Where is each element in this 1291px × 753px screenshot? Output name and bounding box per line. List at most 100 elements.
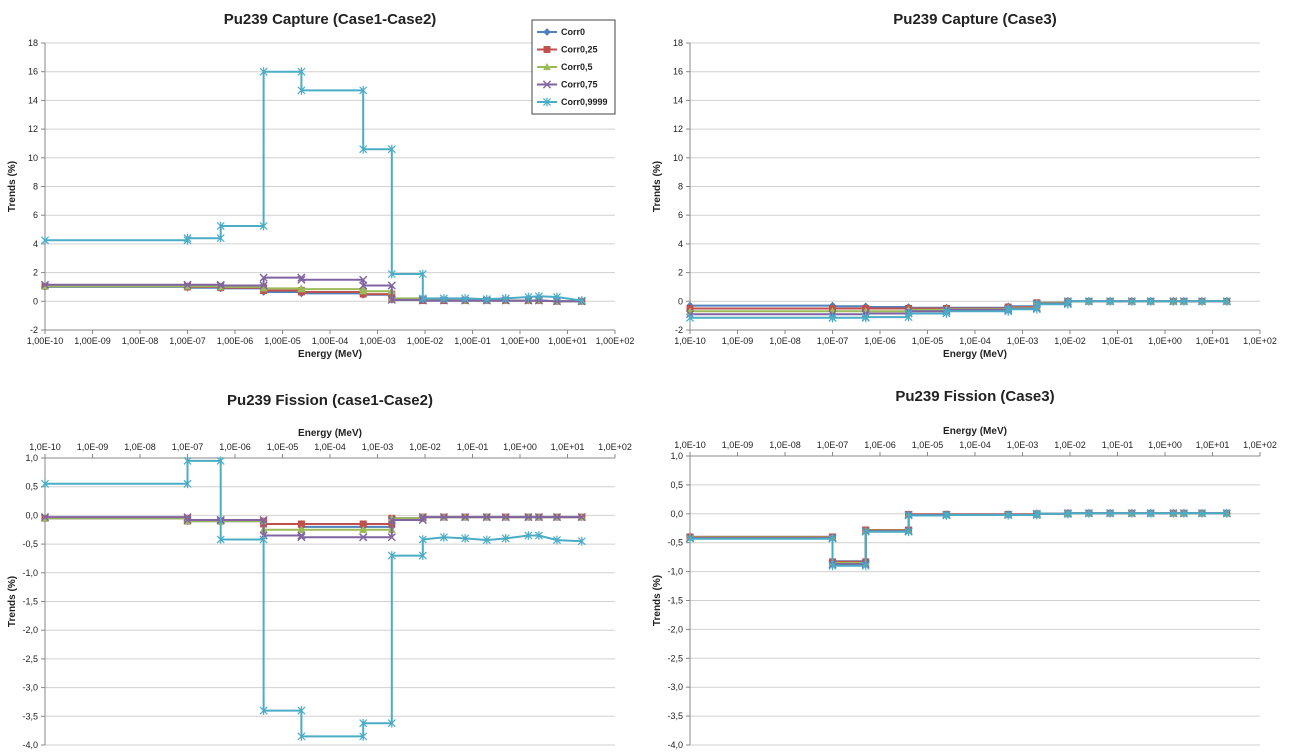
data-point — [439, 513, 448, 522]
data-point — [359, 718, 368, 728]
data-point — [577, 296, 586, 305]
x-tick-label: 1,0E-07 — [817, 336, 849, 346]
x-tick-label: 1,0E-08 — [769, 336, 801, 346]
data-point — [482, 535, 491, 545]
x-tick-label: 1,00E-05 — [264, 336, 301, 346]
chart-title: Pu239 Fission (Case3) — [895, 388, 1054, 405]
legend-label: Corr0,25 — [561, 45, 598, 55]
x-tick-label: 1,0E-07 — [817, 440, 849, 450]
y-tick-label: 12 — [673, 124, 683, 134]
y-tick-label: -0,5 — [667, 538, 683, 548]
x-tick-label: 1,0E+02 — [1243, 336, 1277, 346]
legend-label: Corr0,75 — [561, 80, 598, 90]
data-point — [482, 513, 491, 522]
data-point — [461, 294, 470, 303]
data-point — [534, 531, 543, 540]
series-line — [45, 276, 582, 303]
y-tick-label: 4 — [33, 239, 38, 249]
x-tick-label: 1,0E-05 — [267, 442, 299, 452]
x-tick-label: 1,0E-06 — [219, 442, 251, 452]
data-point — [828, 561, 837, 571]
x-tick-label: 1,0E-01 — [1102, 336, 1134, 346]
data-point — [439, 294, 448, 303]
data-point — [552, 292, 561, 302]
y-tick-label: 0 — [33, 296, 38, 306]
series-Corr0,9999 — [40, 456, 586, 741]
data-point — [1169, 508, 1178, 518]
x-tick-label: 1,0E+02 — [1243, 440, 1277, 450]
x-tick-label: 1,0E-10 — [674, 440, 706, 450]
x-tick-label: 1,00E-01 — [454, 336, 491, 346]
data-point — [904, 527, 913, 537]
y-tick-label: 18 — [673, 38, 683, 48]
series-Corr0,75 — [40, 513, 586, 542]
y-tick-label: 16 — [673, 67, 683, 77]
data-point — [501, 513, 510, 522]
chart-cap12: Pu239 Capture (Case1-Case2) -2 0 2 4 6 8 10 12 14… — [7, 11, 634, 360]
x-tick-label: 1,0E+01 — [1196, 440, 1230, 450]
y-tick-label: 6 — [678, 210, 683, 220]
x-tick-label: 1,0E-05 — [912, 440, 944, 450]
legend-label: Corr0,5 — [561, 62, 593, 72]
data-point — [904, 511, 913, 520]
data-point — [259, 281, 268, 290]
chart-fis3: Pu239 Fission (Case3) -4,0 -3,5 -3,0 -2,5 -2,… — [652, 388, 1277, 750]
y-tick-label: -2,0 — [22, 625, 38, 635]
x-tick-label: 1,0E-06 — [864, 336, 896, 346]
x-tick-label: 1,0E-01 — [457, 442, 489, 452]
data-point — [524, 292, 533, 302]
series-line — [45, 459, 582, 738]
data-point — [1222, 508, 1231, 518]
x-tick-label: 1,0E+00 — [1148, 440, 1182, 450]
data-point — [216, 233, 225, 243]
data-point — [534, 291, 543, 301]
x-tick-label: 1,0E-08 — [769, 440, 801, 450]
data-point — [387, 551, 396, 560]
chart-fis12: Pu239 Fission (case1-Case2) -4,0 -3,5 -3,0 -… — [7, 392, 632, 750]
data-point — [1004, 510, 1013, 520]
x-tick-label: 1,0E-04 — [314, 442, 346, 452]
data-point — [387, 295, 396, 304]
series-Corr0,9999 — [40, 67, 586, 305]
x-tick-label: 1,0E+00 — [1148, 336, 1182, 346]
x-axis-title: Energy (MeV) — [943, 426, 1007, 437]
x-tick-label: 1,00E+01 — [548, 336, 587, 346]
y-tick-label: 0,0 — [25, 510, 38, 520]
data-point — [297, 273, 306, 282]
data-point — [1222, 296, 1231, 306]
y-tick-label: -2,5 — [22, 654, 38, 664]
x-tick-label: 1,00E-08 — [122, 336, 159, 346]
y-axis-title: Trends (%) — [7, 161, 18, 212]
data-point — [297, 525, 306, 533]
y-tick-label: 10 — [28, 153, 38, 163]
data-point — [40, 479, 50, 489]
data-point — [387, 515, 396, 525]
y-tick-label: -2,5 — [667, 653, 683, 663]
x-tick-label: 1,00E+00 — [501, 336, 540, 346]
legend-item: Corr0,25 — [537, 45, 598, 55]
data-point — [1084, 296, 1093, 306]
x-tick-label: 1,0E-10 — [674, 336, 706, 346]
data-point — [418, 551, 427, 560]
data-point — [387, 718, 396, 728]
data-point — [1106, 508, 1115, 518]
data-point — [259, 221, 268, 231]
data-point — [904, 309, 913, 318]
y-tick-label: 2 — [33, 268, 38, 278]
data-point — [297, 275, 306, 284]
data-point — [387, 144, 396, 154]
x-axis-title: Energy (MeV) — [298, 428, 362, 439]
series-Corr0,9999 — [685, 296, 1231, 323]
legend: Corr0 Corr0,25 Corr0,5 Corr0,75 Corr0,9999 — [531, 19, 616, 115]
y-axis-title: Trends (%) — [7, 576, 18, 627]
data-point — [861, 312, 870, 322]
data-point — [359, 144, 368, 154]
data-point — [387, 269, 396, 279]
data-point — [418, 294, 427, 303]
y-tick-label: 8 — [33, 182, 38, 192]
y-tick-label: 1,0 — [670, 451, 683, 461]
data-point — [359, 287, 368, 295]
data-point — [359, 525, 368, 533]
x-tick-label: 1,00E+02 — [596, 336, 635, 346]
